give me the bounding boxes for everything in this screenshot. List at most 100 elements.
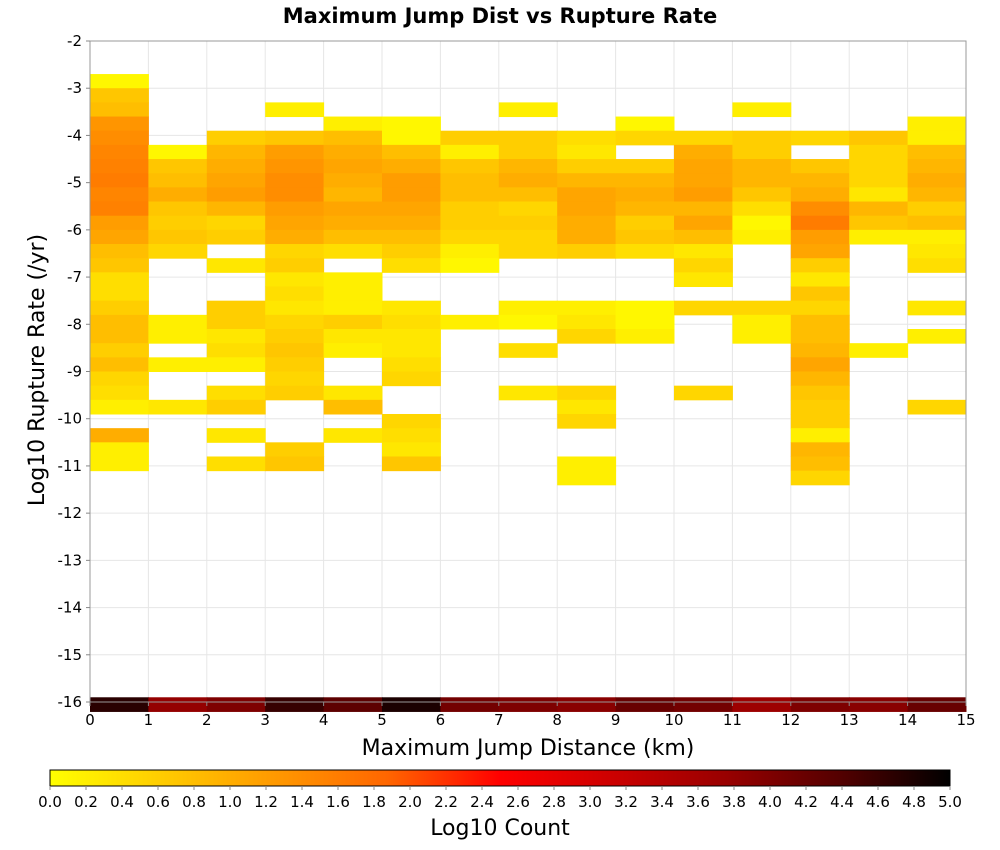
heatmap-cell (790, 187, 850, 203)
colorbar-tick-label: 3.6 (686, 793, 710, 811)
heatmap-cell (382, 144, 441, 160)
heatmap-cell (382, 116, 441, 132)
heatmap-cell (90, 272, 149, 288)
heatmap-cell (323, 314, 383, 330)
y-tick-label: -7 (67, 268, 82, 286)
heatmap-cell (90, 173, 149, 188)
heatmap-cell (849, 159, 909, 174)
heatmap-cell (148, 201, 208, 217)
heatmap-cell (382, 130, 441, 146)
heatmap-cell (323, 385, 383, 401)
heatmap-cell (382, 258, 441, 273)
heatmap-cell (498, 201, 558, 217)
heatmap-cell (790, 272, 850, 288)
heatmap-cell (498, 187, 558, 203)
heatmap-cell (90, 159, 149, 174)
heatmap-cell (674, 201, 733, 217)
heatmap-cell (90, 116, 149, 132)
heatmap-cell (732, 314, 792, 330)
heatmap-cell (206, 229, 266, 245)
heatmap-cell (440, 173, 500, 188)
heatmap-cell (90, 130, 149, 146)
heatmap-cell (382, 442, 441, 457)
heatmap-cell (206, 697, 266, 712)
heatmap-cell (323, 329, 383, 344)
colorbar-tick-label: 4.0 (758, 793, 782, 811)
heatmap-cell (206, 329, 266, 344)
heatmap-cell (148, 329, 208, 344)
heatmap-cell (790, 159, 850, 174)
heatmap-cell (557, 456, 617, 472)
heatmap-cell (849, 187, 909, 203)
heatmap-cell (382, 697, 441, 712)
heatmap-cell (790, 130, 850, 146)
heatmap-cell (323, 159, 383, 174)
heatmap-cell (557, 470, 617, 486)
colorbar-tick-label: 1.0 (218, 793, 242, 811)
heatmap-cell (323, 697, 383, 712)
heatmap-cell (615, 201, 675, 217)
heatmap-cell (557, 201, 617, 217)
x-tick-label: 11 (723, 711, 742, 729)
heatmap-cell (90, 244, 149, 259)
heatmap-cell (265, 229, 325, 245)
heatmap-cell (265, 697, 325, 712)
heatmap-cell (265, 357, 325, 372)
heatmap-cell (498, 159, 558, 174)
heatmap-cell (382, 244, 441, 259)
heatmap-cell (674, 385, 733, 401)
heatmap-cell (206, 343, 266, 358)
colorbar-tick-label: 0.8 (182, 793, 206, 811)
heatmap-cell (907, 201, 967, 217)
heatmap-cell (206, 201, 266, 217)
heatmap-cell (382, 456, 441, 472)
heatmap-cell (790, 442, 850, 457)
heatmap-cell (382, 428, 441, 443)
colorbar-tick-label: 2.8 (542, 793, 566, 811)
heatmap-cell (732, 697, 792, 712)
heatmap-cell (907, 116, 967, 132)
heatmap-cell (907, 329, 967, 344)
heatmap-cell (382, 329, 441, 344)
heatmap-cell (615, 159, 675, 174)
heatmap-cell (206, 187, 266, 203)
heatmap-cell (498, 173, 558, 188)
y-tick-label: -5 (67, 174, 82, 192)
heatmap-cell (90, 102, 149, 118)
colorbar-tick-label: 0.2 (74, 793, 98, 811)
heatmap-cell (90, 357, 149, 372)
heatmap-cell (498, 102, 558, 118)
heatmap-cell (206, 357, 266, 372)
heatmap-cell (440, 187, 500, 203)
heatmap-cell (907, 173, 967, 188)
x-tick-label: 15 (956, 711, 975, 729)
heatmap-cell (90, 697, 149, 712)
y-axis-label: Log10 Rupture Rate (/yr) (25, 234, 50, 506)
y-tick-label: -8 (67, 315, 82, 333)
heatmap-cell (265, 385, 325, 401)
x-axis-ticks: 0 1 2 3 4 5 6 7 8 9 10 11 12 13 14 15 (85, 702, 976, 729)
heatmap-cell (732, 159, 792, 174)
heatmap-cell (849, 343, 909, 358)
heatmap-cell (732, 215, 792, 231)
colorbar-tick-label: 0.0 (38, 793, 62, 811)
heatmap-cell (615, 244, 675, 259)
colorbar-tick-label: 0.4 (110, 793, 134, 811)
heatmap-cell (790, 343, 850, 358)
heatmap-cell (265, 442, 325, 457)
heatmap-cell (265, 102, 325, 118)
heatmap-cell (90, 300, 149, 316)
heatmap-cell (90, 456, 149, 472)
heatmap-cell (148, 357, 208, 372)
heatmap-cell (265, 187, 325, 203)
heatmap-cell (849, 173, 909, 188)
heatmap-cell (557, 159, 617, 174)
heatmap-cell (790, 201, 850, 217)
colorbar-tick-label: 3.4 (650, 793, 674, 811)
heatmap-cell (265, 173, 325, 188)
heatmap-cell (849, 229, 909, 245)
y-tick-label: -13 (58, 551, 83, 569)
heatmap-cell (440, 215, 500, 231)
heatmap-cell (382, 371, 441, 387)
heatmap-cells (90, 74, 967, 712)
